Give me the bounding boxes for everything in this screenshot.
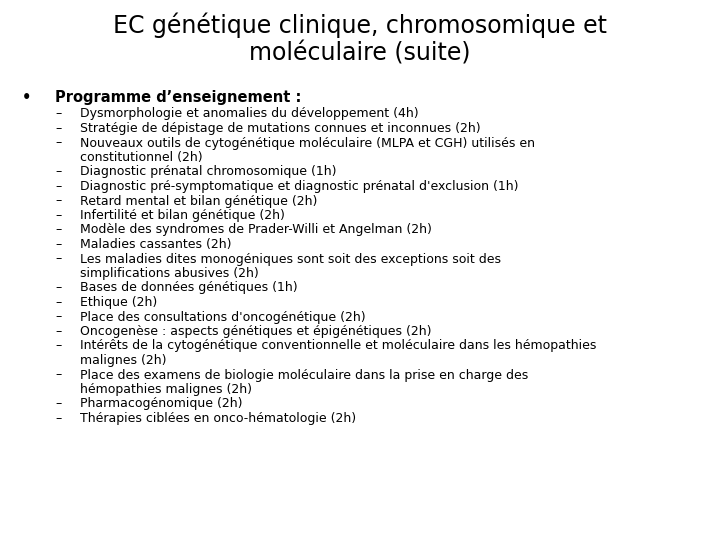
Text: Pharmacogénomique (2h): Pharmacogénomique (2h): [80, 397, 243, 410]
Text: –: –: [55, 137, 61, 150]
Text: malignes (2h): malignes (2h): [80, 354, 166, 367]
Text: simplifications abusives (2h): simplifications abusives (2h): [80, 267, 258, 280]
Text: –: –: [55, 340, 61, 353]
Text: Diagnostic pré-symptomatique et diagnostic prénatal d'exclusion (1h): Diagnostic pré-symptomatique et diagnost…: [80, 180, 518, 193]
Text: •: •: [22, 90, 32, 105]
Text: Stratégie de dépistage de mutations connues et inconnues (2h): Stratégie de dépistage de mutations conn…: [80, 122, 481, 135]
Text: moléculaire (suite): moléculaire (suite): [249, 42, 471, 65]
Text: Place des examens de biologie moléculaire dans la prise en charge des: Place des examens de biologie moléculair…: [80, 368, 528, 381]
Text: Dysmorphologie et anomalies du développement (4h): Dysmorphologie et anomalies du développe…: [80, 107, 418, 120]
Text: –: –: [55, 296, 61, 309]
Text: –: –: [55, 209, 61, 222]
Text: hémopathies malignes (2h): hémopathies malignes (2h): [80, 383, 252, 396]
Text: –: –: [55, 412, 61, 425]
Text: Intérêts de la cytogénétique conventionnelle et moléculaire dans les hémopathies: Intérêts de la cytogénétique conventionn…: [80, 340, 596, 353]
Text: Les maladies dites monogéniques sont soit des exceptions soit des: Les maladies dites monogéniques sont soi…: [80, 253, 501, 266]
Text: Modèle des syndromes de Prader-Willi et Angelman (2h): Modèle des syndromes de Prader-Willi et …: [80, 224, 432, 237]
Text: –: –: [55, 238, 61, 251]
Text: Place des consultations d'oncogénétique (2h): Place des consultations d'oncogénétique …: [80, 310, 366, 323]
Text: –: –: [55, 180, 61, 193]
Text: –: –: [55, 165, 61, 179]
Text: Programme d’enseignement :: Programme d’enseignement :: [55, 90, 302, 105]
Text: –: –: [55, 107, 61, 120]
Text: constitutionnel (2h): constitutionnel (2h): [80, 151, 202, 164]
Text: –: –: [55, 325, 61, 338]
Text: Thérapies ciblées en onco-hématologie (2h): Thérapies ciblées en onco-hématologie (2…: [80, 412, 356, 425]
Text: Diagnostic prénatal chromosomique (1h): Diagnostic prénatal chromosomique (1h): [80, 165, 336, 179]
Text: Infertilité et bilan génétique (2h): Infertilité et bilan génétique (2h): [80, 209, 285, 222]
Text: Oncogenèse : aspects génétiques et épigénétiques (2h): Oncogenèse : aspects génétiques et épigé…: [80, 325, 431, 338]
Text: –: –: [55, 310, 61, 323]
Text: –: –: [55, 122, 61, 135]
Text: EC génétique clinique, chromosomique et: EC génétique clinique, chromosomique et: [113, 12, 607, 37]
Text: –: –: [55, 253, 61, 266]
Text: –: –: [55, 368, 61, 381]
Text: Maladies cassantes (2h): Maladies cassantes (2h): [80, 238, 232, 251]
Text: –: –: [55, 281, 61, 294]
Text: Ethique (2h): Ethique (2h): [80, 296, 157, 309]
Text: –: –: [55, 194, 61, 207]
Text: –: –: [55, 224, 61, 237]
Text: –: –: [55, 397, 61, 410]
Text: Bases de données génétiques (1h): Bases de données génétiques (1h): [80, 281, 297, 294]
Text: Retard mental et bilan génétique (2h): Retard mental et bilan génétique (2h): [80, 194, 318, 207]
Text: Nouveaux outils de cytogénétique moléculaire (MLPA et CGH) utilisés en: Nouveaux outils de cytogénétique molécul…: [80, 137, 535, 150]
